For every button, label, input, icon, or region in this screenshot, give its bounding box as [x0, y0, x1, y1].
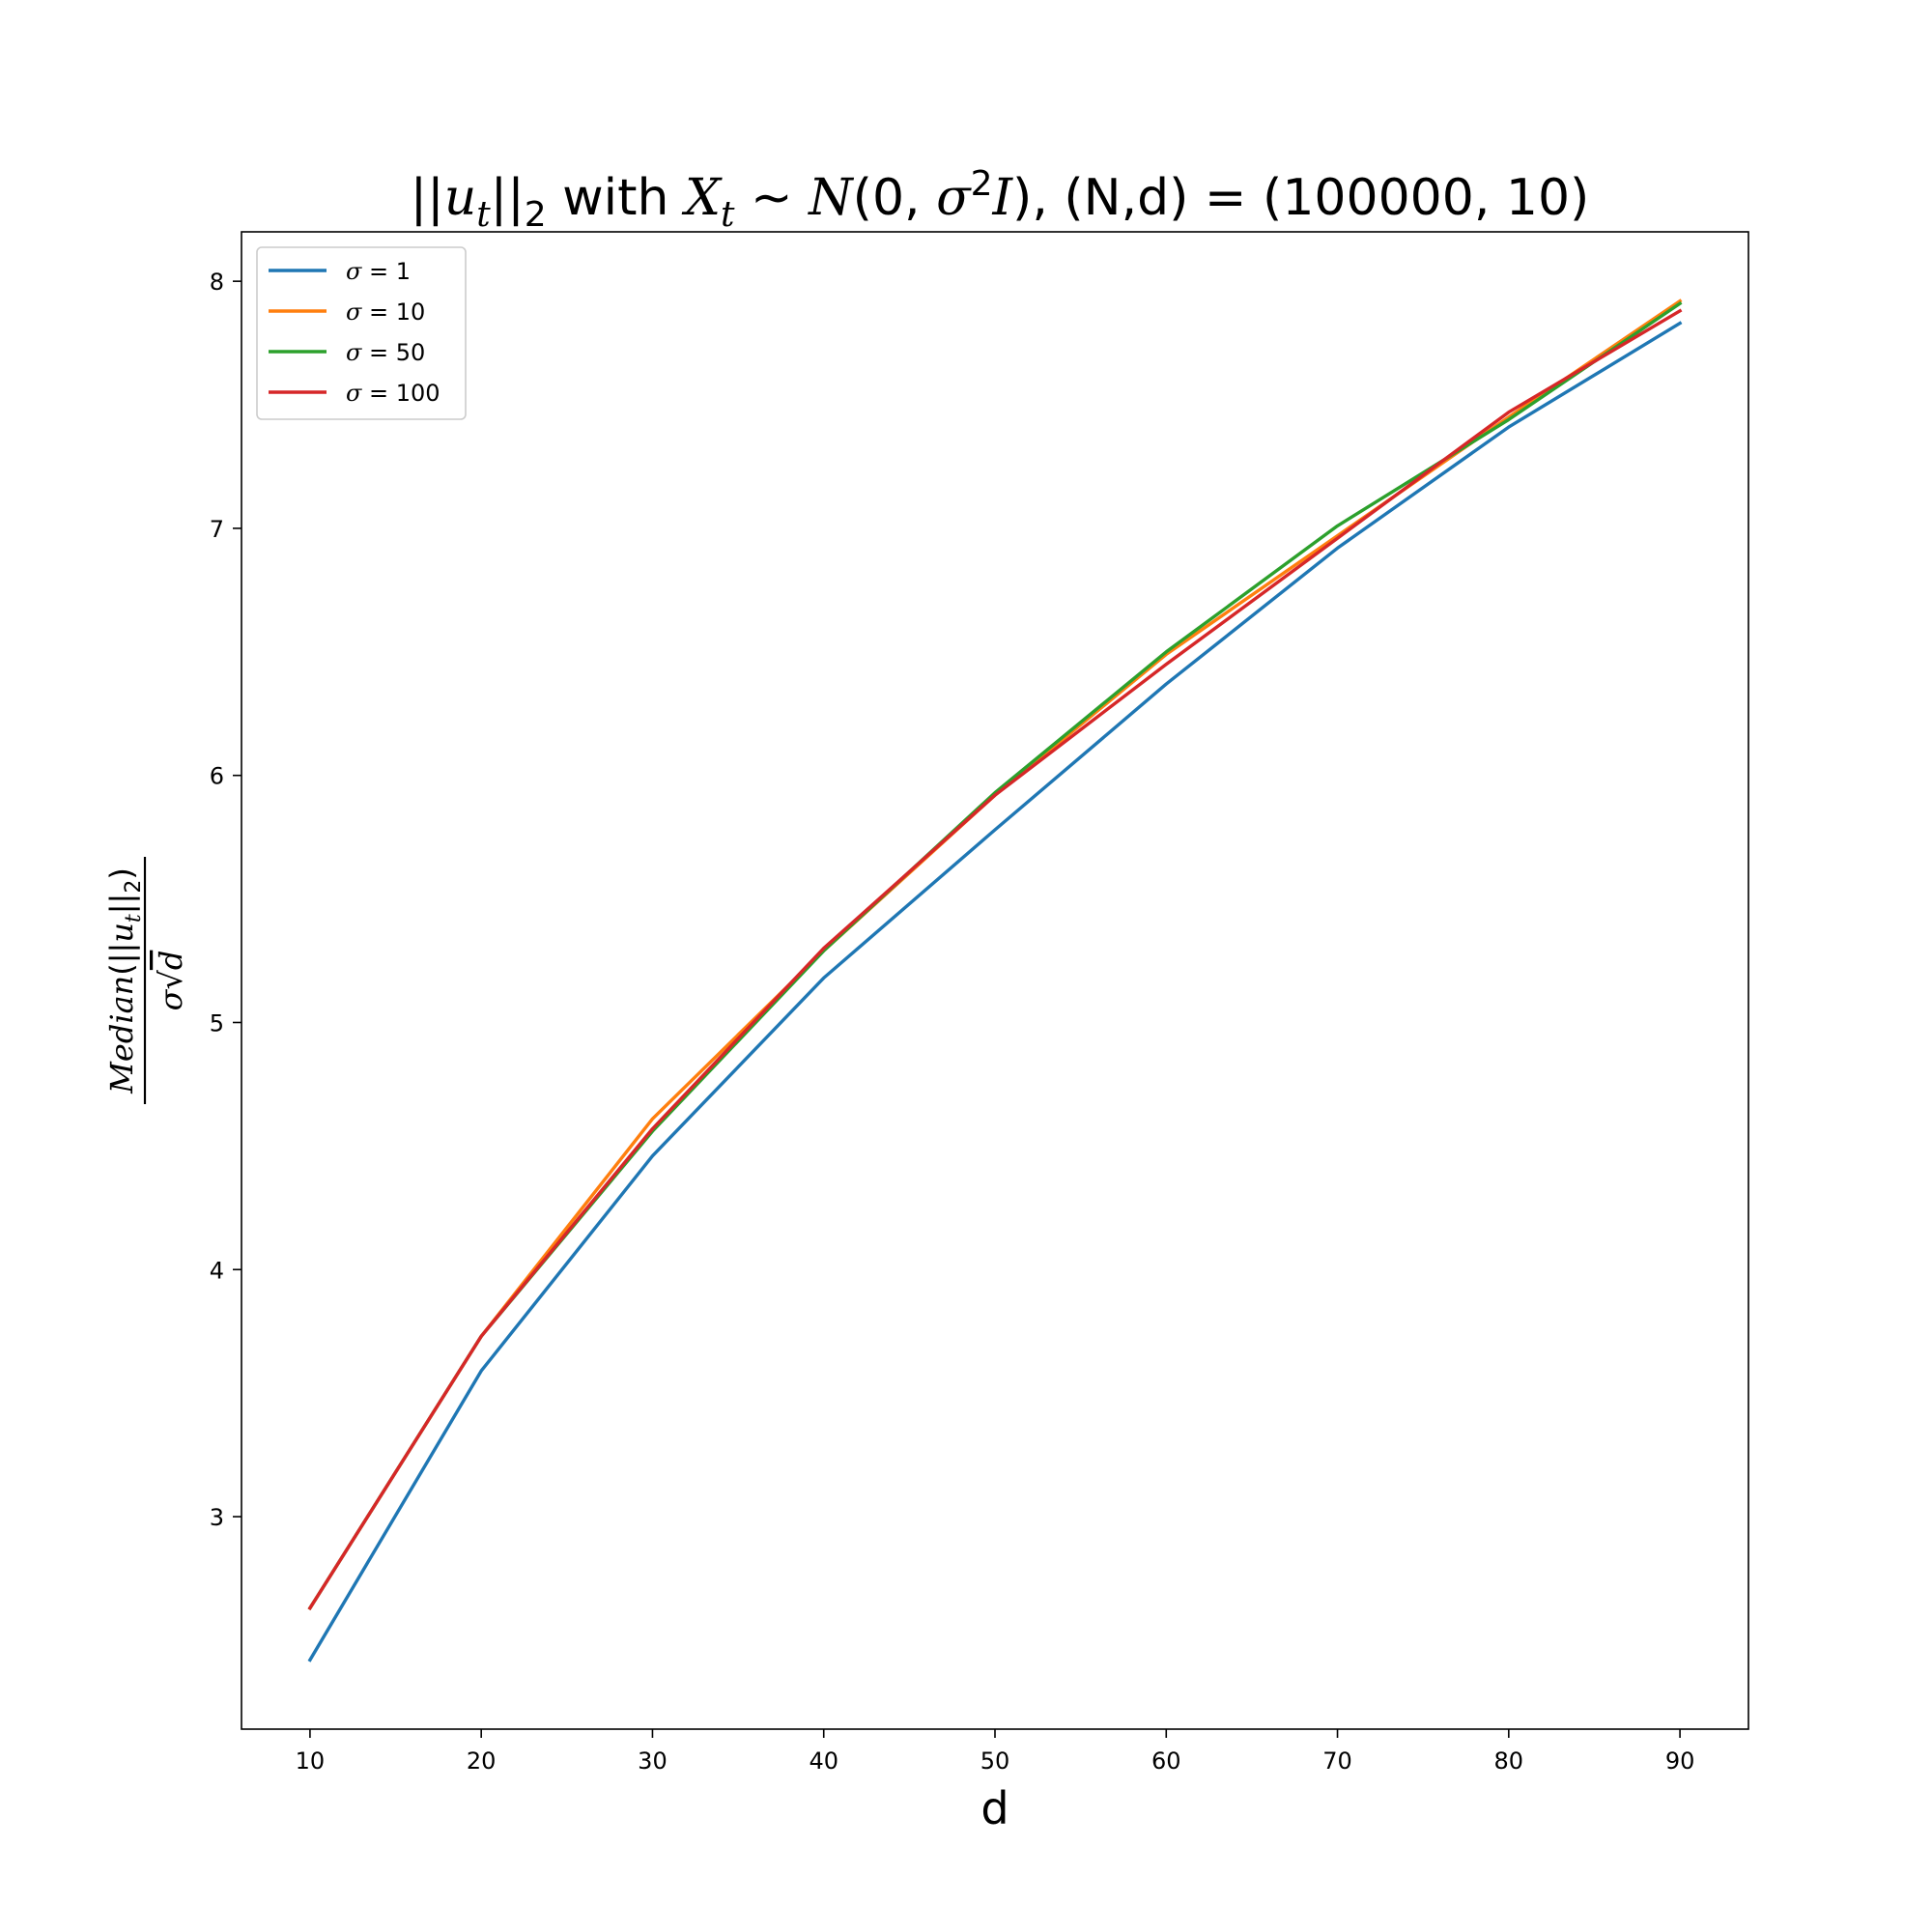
legend-label-0: σ = 1: [346, 258, 411, 285]
legend-label-3: σ = 100: [346, 380, 440, 407]
x-tick-label: 10: [296, 1747, 326, 1775]
x-axis-label: d: [980, 1782, 1009, 1834]
legend-label-1: σ = 10: [346, 298, 425, 326]
y-axis-label-denominator: σ√d: [153, 951, 189, 1011]
legend-label-2: σ = 50: [346, 339, 425, 366]
x-tick-label: 60: [1151, 1747, 1181, 1775]
x-tick-label: 20: [467, 1747, 497, 1775]
x-tick-label: 40: [809, 1747, 838, 1775]
series-line-3: [307, 308, 1683, 1611]
x-axis: 10 20 30 40 50 60 70 80 90: [296, 1729, 1695, 1775]
series-line-0: [307, 321, 1683, 1662]
legend: σ = 1 σ = 10 σ = 50 σ = 100: [256, 246, 467, 420]
x-tick-label: 70: [1322, 1747, 1352, 1775]
x-tick-label: 80: [1494, 1747, 1524, 1775]
y-axis: 3 4 5 6 7 8: [210, 269, 242, 1531]
y-tick-label: 6: [210, 763, 224, 790]
series-lines: [307, 298, 1683, 1662]
y-tick-label: 4: [210, 1257, 224, 1284]
y-axis-label: Median(||ut||2) σ√d: [103, 857, 189, 1104]
y-tick-label: 8: [210, 269, 224, 296]
y-tick-label: 7: [210, 516, 224, 543]
x-tick-label: 30: [638, 1747, 668, 1775]
y-tick-label: 5: [210, 1009, 224, 1037]
y-tick-label: 3: [210, 1504, 224, 1531]
x-tick-label: 50: [980, 1747, 1010, 1775]
x-tick-label: 90: [1665, 1747, 1695, 1775]
y-axis-label-numerator: Median(||ut||2): [103, 867, 146, 1094]
chart-title: ||ut||2 with Xt ~ N(0, σ2I), (N,d) = (10…: [411, 164, 1590, 235]
legend-box: [256, 246, 467, 420]
